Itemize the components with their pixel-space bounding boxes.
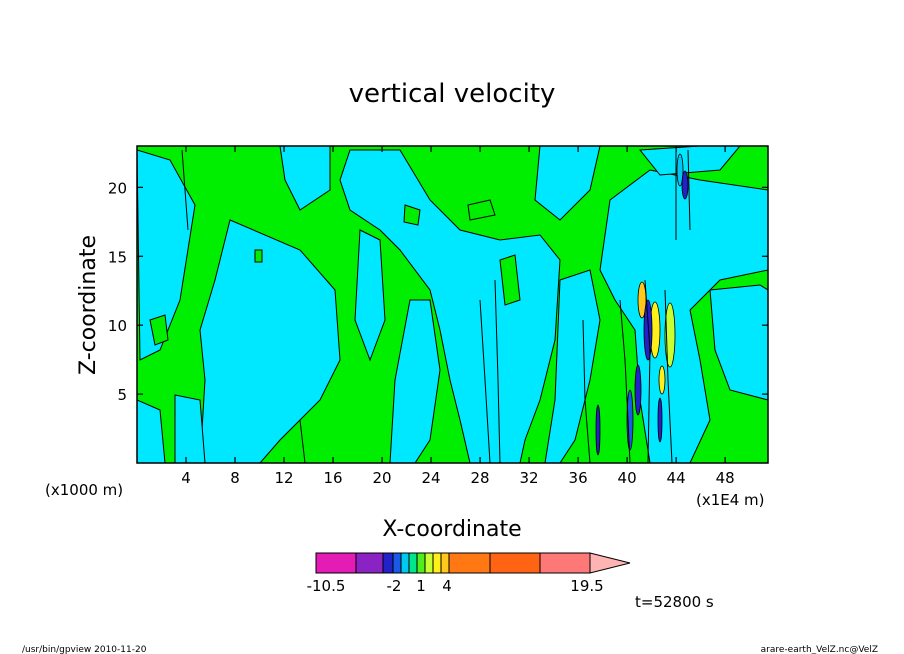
x-tick-label: 28 [471,469,490,487]
footer-right: arare-earth_VelZ.nc@VelZ [761,645,878,654]
colorbar-swatch [315,552,357,574]
y-axis-label: Z-coordinate [76,235,101,375]
x-tick-label: 16 [323,469,342,487]
x-tick-label: 4 [181,469,191,487]
colorbar-swatch [539,552,591,574]
y-tick-label: 15 [108,248,127,266]
colorbar-swatch [424,552,434,574]
colorbar-tick-label: -10.5 [307,577,346,595]
y-tick-label: 10 [108,317,127,335]
x-tick-label: 44 [667,469,686,487]
colorbar-labels: -10.5 -2 1 4 19.5 [307,577,604,595]
x-unit-note: (x1000 m) [45,481,123,499]
colorbar-swatch [408,552,418,574]
time-label: t=52800 s [635,593,714,611]
negative-regions [137,146,768,463]
colorbar-arrow [589,552,631,574]
x-axis: 4 8 12 16 20 24 28 32 36 40 44 48 [181,146,735,487]
x-scale-note: (x1E4 m) [696,491,765,509]
x-tick-label: 40 [618,469,637,487]
x-tick-label: 48 [716,469,735,487]
x-tick-label: 8 [230,469,240,487]
y-axis: 5 10 15 20 [108,179,768,404]
colorbar-tick-label: 19.5 [570,577,603,595]
colorbar-swatch [440,552,450,574]
colorbar-swatch [400,552,410,574]
x-tick-label: 20 [373,469,392,487]
x-tick-label: 36 [569,469,588,487]
colorbar-swatch [355,552,384,574]
colorbar-swatch [448,552,491,574]
plot-area [137,146,768,463]
colorbar-tick-label: 1 [416,577,426,595]
x-tick-label: 32 [520,469,539,487]
colorbar-tick-label: -2 [387,577,402,595]
footer-left: /usr/bin/gpview 2010-11-20 [22,645,147,654]
x-axis-label: X-coordinate [382,517,521,542]
y-tick-label: 20 [108,179,127,197]
colorbar-tick-label: 4 [442,577,452,595]
x-tick-label: 12 [274,469,293,487]
contour-lines [181,149,691,463]
colorbar-swatch [382,552,394,574]
intense-updrafts [637,153,684,395]
positive-islands [149,199,521,346]
colorbar [315,552,631,574]
colorbar-swatch [416,552,426,574]
plot-frame [136,145,769,464]
chart-title: vertical velocity [349,79,556,109]
colorbar-swatch [392,552,402,574]
colorbar-swatch [432,552,442,574]
colorbar-swatch [489,552,541,574]
x-tick-label: 24 [422,469,441,487]
y-tick-label: 5 [117,386,127,404]
